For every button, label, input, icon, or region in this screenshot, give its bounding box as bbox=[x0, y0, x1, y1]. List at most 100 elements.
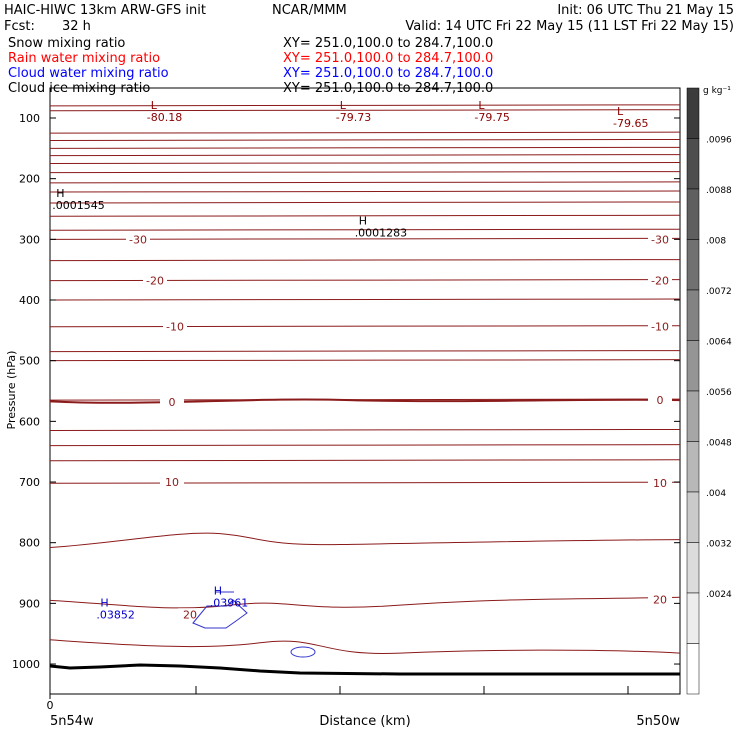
field-name-2: Cloud water mixing ratio bbox=[8, 66, 169, 81]
colorbar-unit: g kg⁻¹ bbox=[703, 86, 731, 96]
colorbar-label-0: .0096 bbox=[706, 136, 732, 146]
contour-line-1 bbox=[49, 109, 681, 112]
extrema-value-1: -79.73 bbox=[336, 111, 371, 124]
extrema-value-3: -79.65 bbox=[613, 117, 648, 130]
contour-line-0 bbox=[49, 104, 681, 107]
temp-label-7: 0 bbox=[657, 394, 664, 407]
colorbar-cell-3 bbox=[686, 239, 700, 291]
contour-line-4 bbox=[49, 146, 681, 149]
field-xy-1: XY= 251.0,100.0 to 284.7,100.0 bbox=[283, 51, 493, 66]
temp-label-bg-7 bbox=[648, 394, 672, 406]
extrema-value-4: .0001545 bbox=[52, 199, 105, 212]
colorbar-label-8: .0032 bbox=[706, 540, 732, 550]
y-tick-label-1: 200 bbox=[19, 173, 40, 186]
x-tick-label-0: 0 bbox=[47, 699, 54, 712]
colorbar-label-4: .0064 bbox=[706, 338, 732, 348]
init-time: Init: 06 UTC Thu 21 May 15 bbox=[557, 3, 734, 18]
contour-line-2 bbox=[49, 131, 681, 134]
contour-line-24 bbox=[49, 481, 681, 484]
x-right-label: 5n50w bbox=[636, 714, 680, 729]
extrema-value-5: .0001283 bbox=[355, 226, 408, 239]
extrema-value-7: .03961 bbox=[210, 596, 249, 609]
contour-line-18 bbox=[49, 350, 681, 353]
temp-label-10: 20 bbox=[183, 608, 197, 621]
y-tick-label-0: 100 bbox=[19, 112, 40, 125]
colorbar-cell-2 bbox=[686, 188, 700, 240]
center-label: NCAR/MMM bbox=[272, 3, 347, 18]
colorbar: .0096 .0088 .008 .0072 .0064 .0056 .0048 .004 .0… bbox=[686, 87, 732, 695]
colorbar-cell-5 bbox=[686, 340, 700, 392]
extrema-value-6: .03852 bbox=[96, 608, 134, 621]
y-tick-label-9: 1000 bbox=[12, 658, 40, 671]
contour-line-19 bbox=[49, 359, 681, 362]
field-legend: Snow mixing ratio XY= 251.0,100.0 to 284.… bbox=[8, 36, 493, 96]
contour-wavy-1 bbox=[49, 532, 681, 549]
y-tick-label-4: 500 bbox=[19, 355, 40, 368]
extrema-value-2: -79.75 bbox=[474, 111, 509, 124]
field-name-0: Snow mixing ratio bbox=[8, 36, 125, 51]
contour-line-3 bbox=[49, 138, 681, 141]
temp-label-bg-8 bbox=[160, 476, 184, 488]
x-axis-title: Distance (km) bbox=[319, 714, 410, 729]
cloud-water-contour-1 bbox=[192, 599, 248, 629]
colorbar-label-9: .0024 bbox=[706, 590, 732, 600]
temp-label-4: -10 bbox=[166, 321, 184, 334]
contour-wavy-3 bbox=[49, 639, 681, 655]
temp-label-bg-0 bbox=[126, 233, 150, 245]
contour-line-13 bbox=[49, 237, 681, 240]
temp-label-0: -30 bbox=[129, 233, 147, 246]
contour-line-16 bbox=[49, 298, 681, 301]
contour-line-17 bbox=[49, 325, 681, 328]
extrema-mark-1: L bbox=[340, 99, 347, 112]
field-xy-0: XY= 251.0,100.0 to 284.7,100.0 bbox=[283, 36, 493, 51]
extrema-mark-6: H bbox=[100, 596, 108, 609]
colorbar-cell-6 bbox=[686, 390, 700, 442]
x-left-label: 5n54w bbox=[50, 714, 94, 729]
extrema-mark-2: L bbox=[478, 99, 485, 112]
temp-label-bg-5 bbox=[648, 320, 672, 332]
contour-line-23 bbox=[49, 459, 681, 462]
extrema-mark-3: L bbox=[617, 105, 624, 118]
contour-line-22 bbox=[49, 444, 681, 447]
fcst-value: 32 h bbox=[62, 19, 91, 34]
colorbar-label-2: .008 bbox=[706, 237, 726, 247]
temp-label-bg-3 bbox=[648, 274, 672, 286]
contour-line-6 bbox=[49, 162, 681, 165]
contour-line-5 bbox=[49, 154, 681, 157]
contour-line-11 bbox=[49, 214, 681, 217]
contour-line-7 bbox=[49, 171, 681, 174]
colorbar-label-5: .0056 bbox=[706, 388, 732, 398]
model-title: HAIC-HIWC 13km ARW-GFS init bbox=[4, 3, 206, 18]
fcst-label: Fcst: bbox=[4, 19, 35, 34]
temp-label-2: -20 bbox=[146, 275, 164, 288]
temp-label-9: 10 bbox=[653, 477, 667, 490]
colorbar-label-1: .0088 bbox=[706, 186, 732, 196]
colorbar-label-6: .0048 bbox=[706, 439, 732, 449]
terrain-line bbox=[49, 663, 680, 676]
contour-wavy-0 bbox=[49, 398, 681, 404]
colorbar-label-7: .004 bbox=[706, 489, 726, 499]
y-tick-label-8: 900 bbox=[19, 597, 40, 610]
temp-label-3: -20 bbox=[651, 275, 669, 288]
contour-line-9 bbox=[49, 190, 681, 193]
temp-label-1: -30 bbox=[651, 233, 669, 246]
valid-time: Valid: 14 UTC Fri 22 May 15 (11 LST Fri … bbox=[405, 19, 734, 34]
temp-label-11: 20 bbox=[653, 594, 667, 607]
extrema-markers: L-80.18L-79.73L-79.75 L-79.65H.0001545H.0… bbox=[52, 99, 648, 621]
colorbar-cell-0 bbox=[686, 87, 700, 139]
colorbar-cell-10 bbox=[686, 592, 700, 644]
y-tick-label-3: 400 bbox=[19, 294, 40, 307]
y-tick-label-2: 300 bbox=[19, 233, 40, 246]
temp-label-8: 10 bbox=[165, 476, 179, 489]
temperature-contours bbox=[49, 104, 681, 655]
y-tick-label-6: 700 bbox=[19, 476, 40, 489]
temp-label-bg-1 bbox=[648, 233, 672, 245]
extrema-value-0: -80.18 bbox=[147, 111, 182, 124]
y-axis-title: Pressure (hPa) bbox=[5, 351, 18, 430]
contour-line-21 bbox=[49, 428, 681, 431]
extrema-mark-0: L bbox=[151, 99, 158, 112]
field-xy-2: XY= 251.0,100.0 to 284.7,100.0 bbox=[283, 66, 493, 81]
contour-line-14 bbox=[49, 259, 681, 262]
